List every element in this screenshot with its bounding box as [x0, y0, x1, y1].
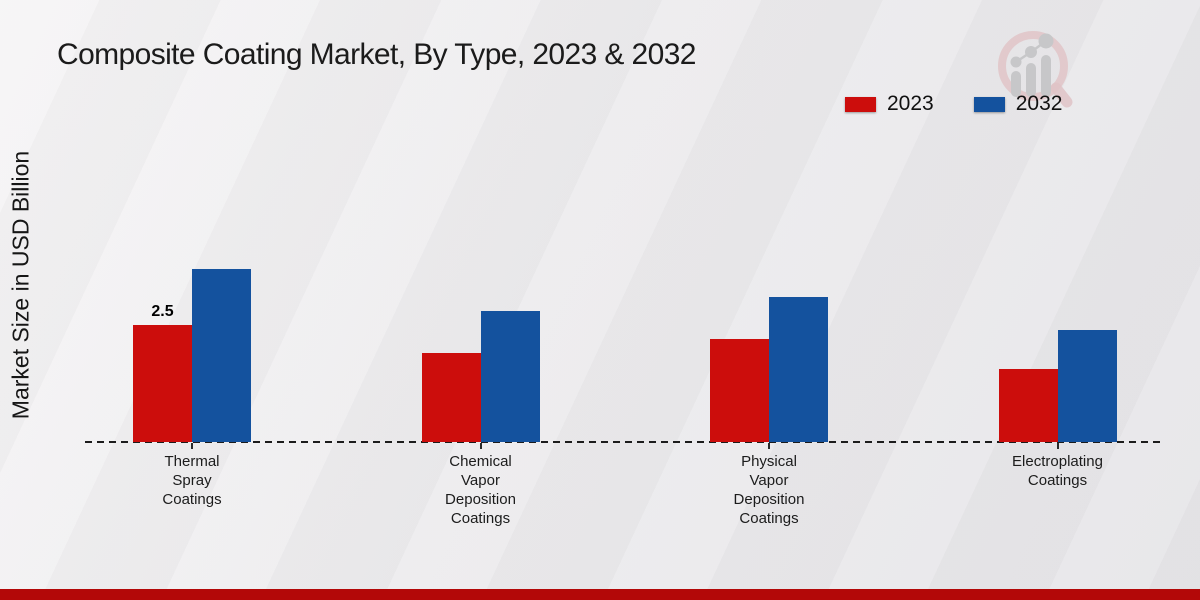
bar-2023-category-3 [998, 369, 1058, 442]
legend: 2023 2032 [845, 92, 1062, 116]
bar-2032-category-1 [480, 311, 540, 442]
category-label: Chemical Vapor Deposition Coatings [445, 453, 516, 527]
axis-tick [479, 443, 482, 449]
bar-2023-category-1 [421, 353, 481, 442]
bar-2032-category-3 [1057, 330, 1117, 442]
legend-item-2023: 2023 [845, 92, 934, 116]
legend-swatch [973, 96, 1005, 112]
bar-2032-category-2 [769, 297, 828, 442]
bar-2023-category-2 [710, 339, 769, 442]
category-label: Physical Vapor Deposition Coatings [733, 453, 805, 527]
legend-label: 2023 [887, 92, 934, 115]
bar-2032-category-0 [192, 269, 251, 442]
axis-tick [1056, 443, 1059, 449]
axis-tick [768, 443, 770, 449]
category-label: Thermal Spray Coatings [162, 453, 222, 508]
data-label-2023-category-0: 2.5 [151, 303, 174, 320]
legend-label: 2032 [1015, 92, 1063, 115]
legend-swatch [845, 96, 876, 112]
market-research-logo-icon [998, 31, 1073, 108]
y-axis-label: Market Size in USD Billion [7, 150, 34, 420]
axis-tick [191, 443, 193, 449]
legend-item-2032: 2032 [973, 92, 1063, 116]
footer-accent-bar [0, 589, 1200, 600]
x-axis-baseline [85, 441, 1165, 443]
chart-title: Composite Coating Market, By Type, 2023 … [57, 38, 696, 71]
category-label: Electroplating Coatings [1012, 453, 1103, 489]
bar-2023-category-0 [133, 325, 192, 442]
